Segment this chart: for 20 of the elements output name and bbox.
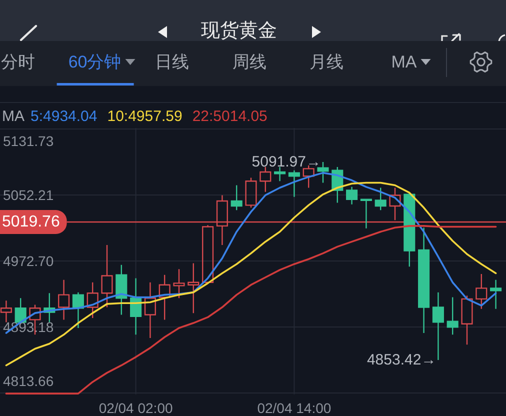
- legend-title: MA: [2, 108, 24, 125]
- y-tick-label: 4813.66: [3, 373, 54, 390]
- annotation: 5091.97→: [252, 154, 321, 171]
- text: 22:5014.05: [192, 108, 268, 125]
- ref-line-label: 5019.76: [2, 213, 60, 230]
- chart-title: 现货黄金: [201, 20, 277, 42]
- x-tick-label: 02/04 14:00: [257, 400, 332, 416]
- text: 10:4957.59: [107, 108, 182, 125]
- text: 日线: [155, 52, 190, 72]
- text: 60分钟: [68, 52, 122, 72]
- y-tick-label: 5052.21: [3, 187, 54, 204]
- y-tick-label: 4972.70: [3, 253, 54, 270]
- text: MA: [391, 52, 418, 72]
- x-tick-label: 02/04 02:00: [98, 400, 173, 416]
- y-tick-label: 5131.73: [3, 133, 54, 150]
- annotation: 4853.42→: [366, 352, 436, 369]
- text: 分时: [1, 52, 35, 72]
- text: 月线: [310, 52, 344, 72]
- text: 周线: [232, 52, 266, 72]
- text: 5:4934.04: [30, 108, 98, 125]
